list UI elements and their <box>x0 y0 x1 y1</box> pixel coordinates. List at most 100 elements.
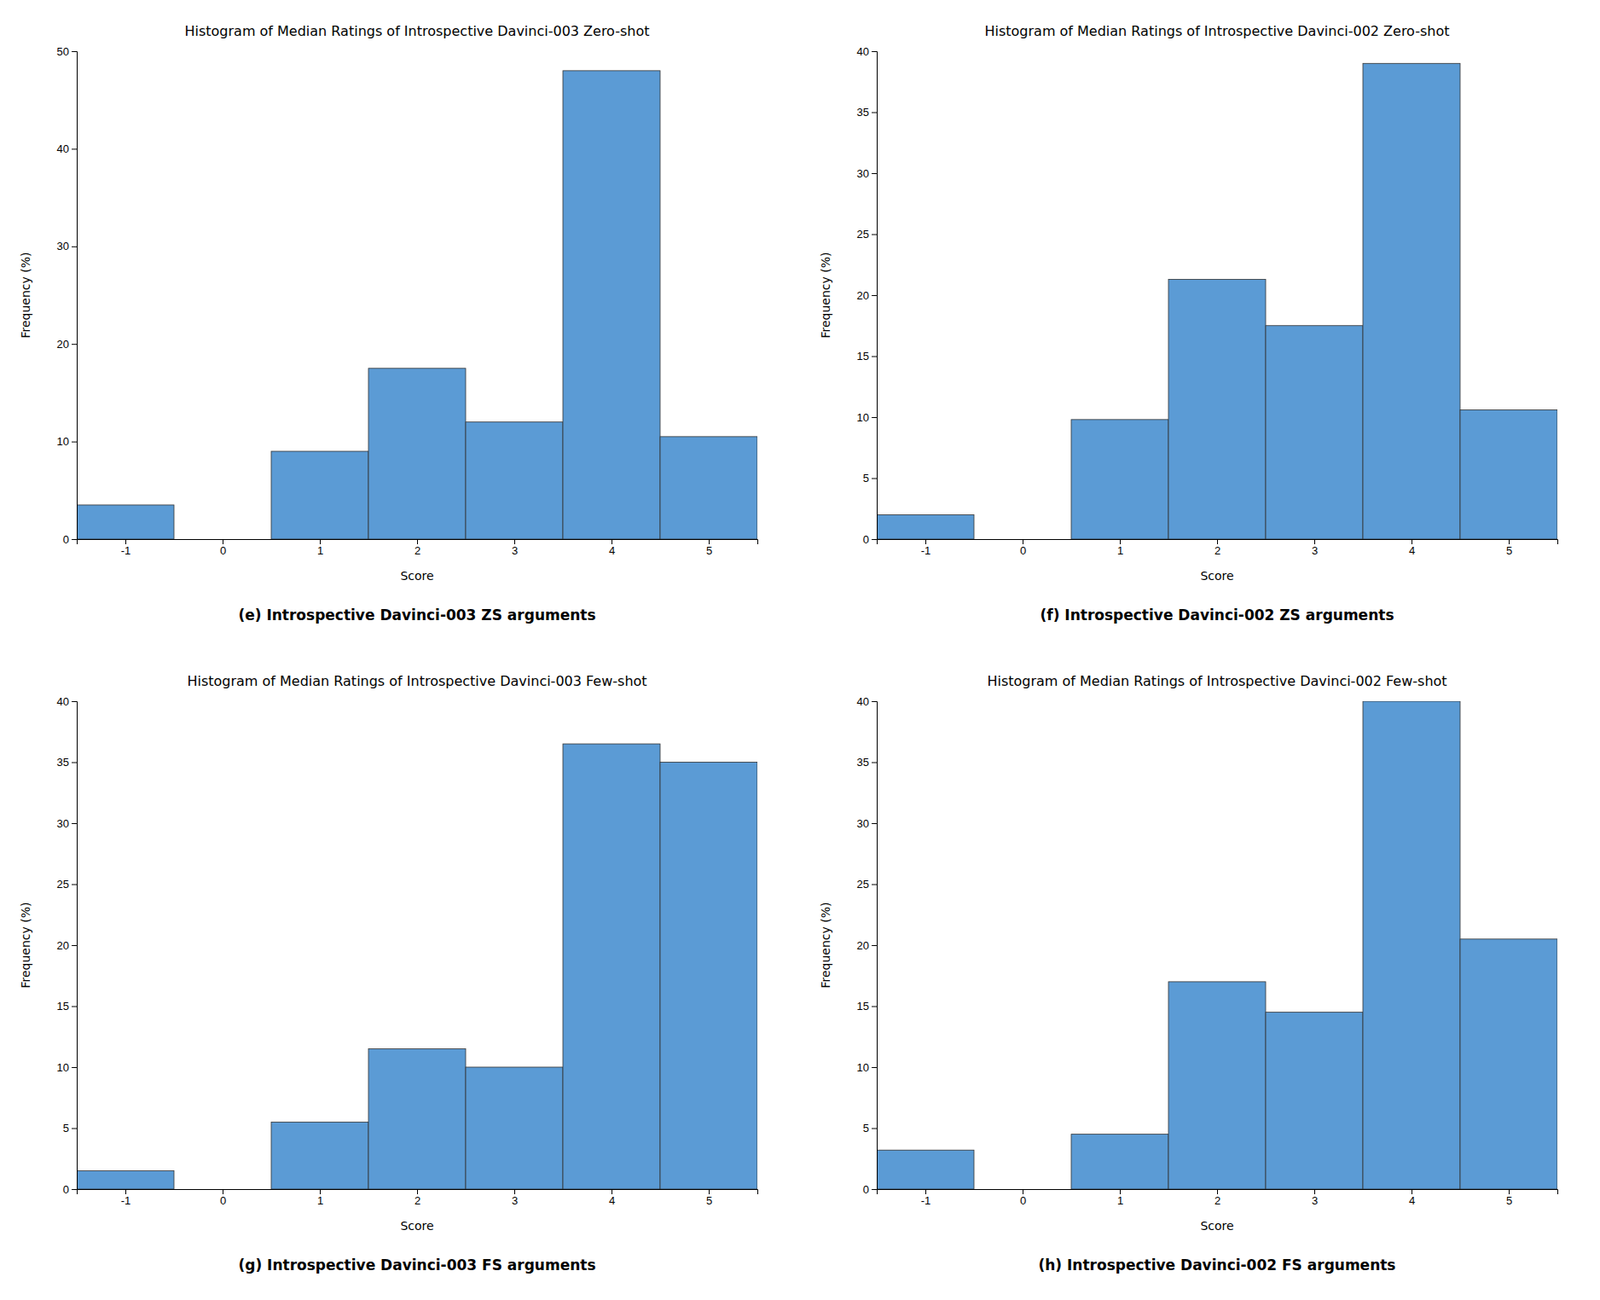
bar <box>271 1121 369 1189</box>
tick: 25 <box>857 227 877 241</box>
tick-label: 30 <box>857 167 870 180</box>
tick: 4 <box>1408 539 1415 557</box>
tick-mark <box>925 1188 927 1195</box>
tick: 40 <box>57 695 77 708</box>
tick: 5 <box>706 539 713 557</box>
tick: 0 <box>63 533 77 546</box>
bars <box>876 63 1558 540</box>
bar <box>660 436 758 540</box>
tick-label: 2 <box>1214 1194 1221 1207</box>
tick-mark <box>1119 539 1121 545</box>
axis-line <box>71 701 78 1190</box>
bars <box>76 70 758 540</box>
tick-label: 4 <box>608 1194 615 1207</box>
bar <box>465 422 563 540</box>
tick-mark <box>71 51 77 53</box>
x-axis-title: Score <box>400 1218 434 1233</box>
tick-mark <box>417 1188 418 1195</box>
tick-label: 10 <box>57 434 70 448</box>
tick-label: 0 <box>63 1182 70 1196</box>
tick-mark <box>611 539 613 545</box>
bar <box>76 1171 174 1189</box>
tick-label: 10 <box>57 1060 70 1074</box>
panel: -101234501020304050Histogram of Median R… <box>18 23 759 624</box>
tick: 4 <box>608 539 615 557</box>
bar <box>562 743 661 1189</box>
tick: 30 <box>857 817 877 830</box>
y-axis-title: Frequency (%) <box>818 251 833 338</box>
axis-line <box>877 1189 1559 1195</box>
tick-mark <box>871 1188 877 1190</box>
bar <box>1362 63 1461 540</box>
tick-mark <box>71 148 77 150</box>
x-axis-title: Score <box>1200 1218 1234 1233</box>
tick-mark <box>871 884 877 886</box>
bar <box>368 1049 466 1189</box>
tick-label: -1 <box>121 1194 132 1207</box>
tick: 40 <box>857 695 877 708</box>
bars <box>876 701 1558 1189</box>
tick: 10 <box>857 411 877 424</box>
tick-label: 15 <box>857 349 870 363</box>
tick: 15 <box>857 999 877 1013</box>
tick-mark <box>871 51 877 53</box>
tick-mark <box>71 246 77 248</box>
tick-label: 0 <box>863 533 870 546</box>
tick-label: 5 <box>63 1121 70 1135</box>
tick: 30 <box>57 239 77 253</box>
tick-mark <box>319 1188 321 1195</box>
tick-label: 25 <box>57 877 70 891</box>
bar <box>465 1066 563 1189</box>
tick-label: 1 <box>1117 1194 1124 1207</box>
bar <box>562 70 661 540</box>
panel: -10123450510152025303540Histogram of Med… <box>18 672 759 1274</box>
tick-label: 10 <box>857 411 870 424</box>
plot-area: -10123450510152025303540Histogram of Med… <box>18 672 759 1274</box>
tick: 5 <box>706 1188 713 1207</box>
bar <box>660 762 758 1190</box>
tick-label: 35 <box>857 105 870 119</box>
tick-mark <box>125 1188 127 1195</box>
tick-mark <box>1411 539 1413 545</box>
tick: 35 <box>857 105 877 119</box>
bar <box>973 539 1072 540</box>
tick: 3 <box>1311 539 1318 557</box>
caption: (h) Introspective Davinci-002 FS argumen… <box>1037 1256 1396 1274</box>
tick: 40 <box>57 142 77 156</box>
tick-label: 50 <box>57 45 70 58</box>
tick-mark <box>71 539 77 540</box>
tick-mark <box>71 1006 77 1008</box>
title: Histogram of Median Ratings of Introspec… <box>986 672 1447 690</box>
tick-label: 20 <box>857 289 870 302</box>
bar <box>173 539 272 540</box>
tick: 20 <box>57 337 77 351</box>
tick: 15 <box>857 349 877 363</box>
tick-mark <box>871 417 877 418</box>
tick-mark <box>1314 1188 1316 1195</box>
plot-area: -10123450510152025303540Histogram of Med… <box>818 23 1559 624</box>
y-axis: 0510152025303540 <box>857 695 878 1196</box>
tick-mark <box>871 1066 877 1068</box>
tick-mark <box>871 356 877 358</box>
tick-label: 5 <box>863 1121 870 1135</box>
x-axis-title: Score <box>1200 568 1234 583</box>
tick: 30 <box>57 817 77 830</box>
tick-mark <box>871 701 877 702</box>
tick-mark <box>871 173 877 174</box>
tick-label: 3 <box>511 544 518 557</box>
bar <box>76 504 174 540</box>
axis-line <box>77 1189 759 1195</box>
tick-label: 20 <box>57 939 70 952</box>
tick-mark <box>1217 1188 1218 1195</box>
bar <box>368 368 466 540</box>
tick: 10 <box>57 434 77 448</box>
tick-mark <box>1022 539 1024 545</box>
y-axis: 0510152025303540 <box>857 45 878 546</box>
tick: 4 <box>608 1188 615 1207</box>
x-axis: -1012345 <box>877 539 1559 557</box>
tick-label: 1 <box>317 544 324 557</box>
panel: -10123450510152025303540Histogram of Med… <box>818 23 1559 624</box>
tick-mark <box>71 701 77 702</box>
tick-mark <box>71 944 77 946</box>
tick: 50 <box>57 45 77 58</box>
